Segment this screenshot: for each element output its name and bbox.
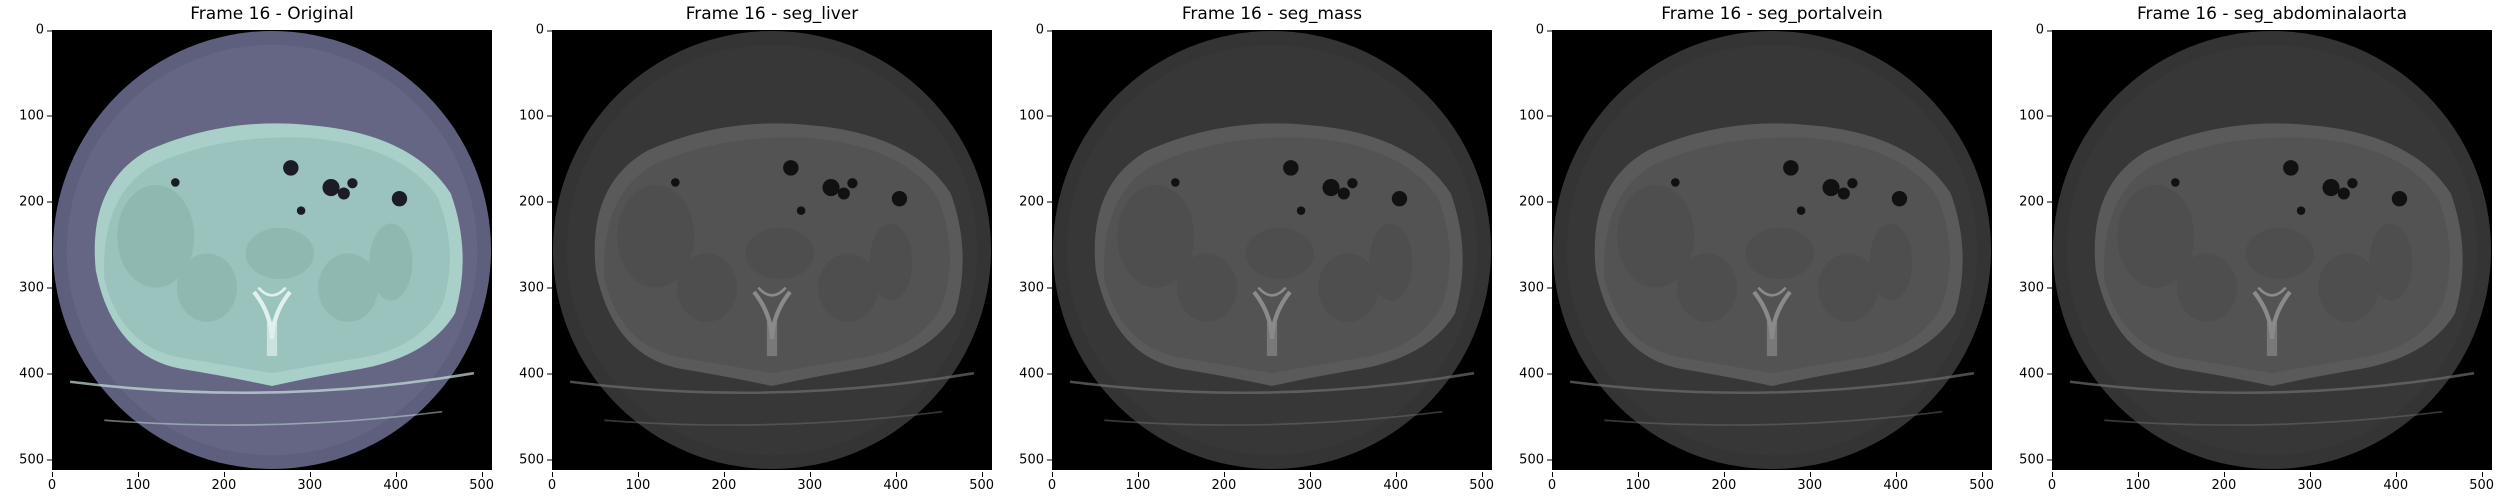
image-panel: Frame 16 - seg_liver <box>500 0 1000 500</box>
y-tick-label: 500 <box>2004 452 2052 467</box>
x-tick-label: 300 <box>790 472 830 493</box>
x-tick-label: 200 <box>1204 472 1244 493</box>
y-tick-label: 300 <box>4 280 52 295</box>
image-panel: Frame 16 - seg_mass <box>1000 0 1500 500</box>
ct-image <box>1552 30 1992 470</box>
x-tick-label: 200 <box>2204 472 2244 493</box>
y-tick-label: 0 <box>1004 23 1052 38</box>
x-tick-label: 200 <box>1704 472 1744 493</box>
x-tick-label: 0 <box>1032 472 1072 493</box>
image-panel: Frame 16 - seg_portalvein <box>1500 0 2000 500</box>
y-tick-label: 400 <box>4 366 52 381</box>
x-tick-label: 100 <box>2118 472 2158 493</box>
x-tick-label: 500 <box>1462 472 1502 493</box>
y-tick-label: 500 <box>4 452 52 467</box>
x-tick-label: 100 <box>1118 472 1158 493</box>
y-tick-label: 200 <box>4 194 52 209</box>
x-tick-label: 500 <box>962 472 1002 493</box>
x-tick-label: 300 <box>290 472 330 493</box>
ct-image <box>1052 30 1492 470</box>
y-tick-label: 500 <box>1004 452 1052 467</box>
x-tick-label: 500 <box>1962 472 2002 493</box>
panel-title: Frame 16 - seg_portalvein <box>1661 4 1883 24</box>
y-tick-label: 500 <box>1504 452 1552 467</box>
y-tick-label: 200 <box>1004 194 1052 209</box>
y-tick-label: 0 <box>2004 23 2052 38</box>
x-tick-label: 100 <box>618 472 658 493</box>
y-tick-label: 100 <box>1004 108 1052 123</box>
image-panel: Frame 16 - Original <box>0 0 500 500</box>
x-tick-label: 100 <box>1618 472 1658 493</box>
y-tick-label: 100 <box>4 108 52 123</box>
panel-title: Frame 16 - seg_liver <box>685 4 859 24</box>
panel-title: Frame 16 - Original <box>190 4 354 24</box>
y-tick-label: 300 <box>2004 280 2052 295</box>
ct-image <box>52 30 492 470</box>
ct-image <box>2052 30 2492 470</box>
x-tick-label: 0 <box>2032 472 2072 493</box>
x-tick-label: 200 <box>204 472 244 493</box>
x-tick-label: 500 <box>462 472 502 493</box>
y-tick-label: 400 <box>2004 366 2052 381</box>
y-tick-label: 200 <box>504 194 552 209</box>
y-tick-label: 400 <box>1504 366 1552 381</box>
y-tick-label: 300 <box>504 280 552 295</box>
y-tick-label: 100 <box>504 108 552 123</box>
y-tick-label: 300 <box>1504 280 1552 295</box>
y-tick-label: 400 <box>504 366 552 381</box>
y-tick-label: 300 <box>1004 280 1052 295</box>
x-tick-label: 300 <box>2290 472 2330 493</box>
ct-image <box>552 30 992 470</box>
x-tick-label: 500 <box>2462 472 2500 493</box>
x-tick-label: 0 <box>1532 472 1572 493</box>
y-tick-label: 100 <box>1504 108 1552 123</box>
x-tick-label: 0 <box>532 472 572 493</box>
panel-title: Frame 16 - seg_abdominalaorta <box>2136 4 2408 24</box>
y-tick-label: 200 <box>2004 194 2052 209</box>
y-tick-label: 500 <box>504 452 552 467</box>
y-tick-label: 0 <box>4 23 52 38</box>
x-tick-label: 300 <box>1290 472 1330 493</box>
image-panel: Frame 16 - seg_abdominalaorta <box>2000 0 2500 500</box>
x-tick-label: 100 <box>118 472 158 493</box>
y-tick-label: 400 <box>1004 366 1052 381</box>
y-tick-label: 100 <box>2004 108 2052 123</box>
x-tick-label: 400 <box>876 472 916 493</box>
x-tick-label: 400 <box>376 472 416 493</box>
x-tick-label: 400 <box>2376 472 2416 493</box>
x-tick-label: 400 <box>1376 472 1416 493</box>
x-tick-label: 0 <box>32 472 72 493</box>
y-tick-label: 200 <box>1504 194 1552 209</box>
x-tick-label: 300 <box>1790 472 1830 493</box>
panel-title: Frame 16 - seg_mass <box>1181 4 1363 24</box>
y-tick-label: 0 <box>1504 23 1552 38</box>
x-tick-label: 200 <box>704 472 744 493</box>
y-tick-label: 0 <box>504 23 552 38</box>
x-tick-label: 400 <box>1876 472 1916 493</box>
